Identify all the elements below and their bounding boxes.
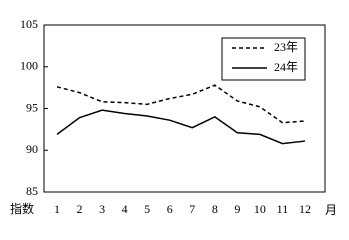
x-tick-label: 9 <box>234 202 240 216</box>
legend-label: 23年 <box>274 40 298 54</box>
x-tick-label: 2 <box>77 202 83 216</box>
x-tick-label: 3 <box>99 202 105 216</box>
x-tick-label: 1 <box>54 202 60 216</box>
legend-label: 24年 <box>274 60 298 74</box>
y-tick-label: 90 <box>26 142 38 156</box>
x-tick-label: 8 <box>212 202 218 216</box>
legend-box <box>221 37 306 81</box>
series-line <box>56 109 306 145</box>
y-tick-label: 105 <box>20 17 38 31</box>
x-tick-label: 7 <box>189 202 195 216</box>
y-tick-label: 95 <box>26 100 38 114</box>
x-tick-label: 10 <box>254 202 266 216</box>
x-tick-label: 4 <box>122 202 128 216</box>
x-axis-label: 月 <box>325 203 337 217</box>
y-axis-label: 指数 <box>10 201 34 216</box>
x-tick-label: 12 <box>299 202 311 216</box>
x-tick-label: 11 <box>277 202 289 216</box>
x-tick-label: 6 <box>167 202 173 216</box>
y-tick-label: 100 <box>20 59 38 73</box>
series-line <box>56 84 306 124</box>
y-tick-label: 85 <box>26 184 38 198</box>
x-tick-label: 5 <box>144 202 150 216</box>
